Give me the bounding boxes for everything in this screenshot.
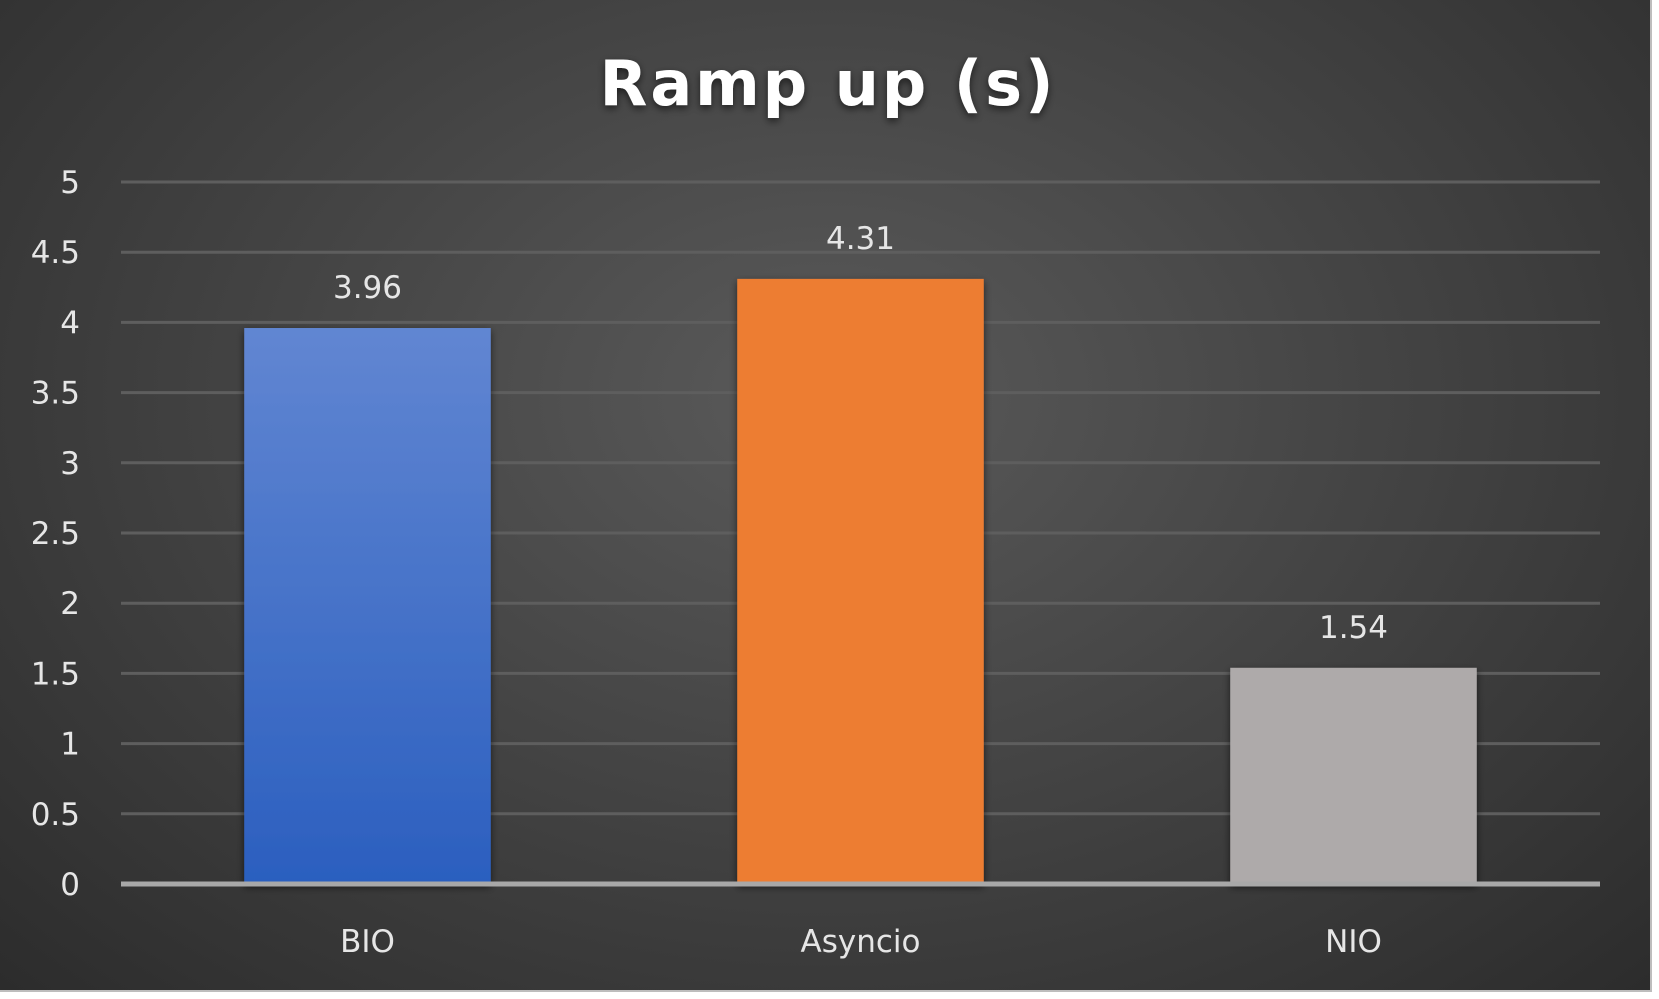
chart-title: Ramp up (s) bbox=[600, 47, 1057, 120]
x-category-label: Asyncio bbox=[801, 924, 921, 960]
y-tick-label: 2.5 bbox=[31, 516, 80, 552]
data-label: 3.96 bbox=[333, 270, 402, 306]
x-category-label: NIO bbox=[1325, 924, 1382, 960]
bar-asyncio bbox=[737, 278, 984, 885]
y-tick-label: 0 bbox=[60, 867, 80, 903]
data-label: 4.31 bbox=[826, 221, 895, 257]
y-tick-label: 3.5 bbox=[31, 376, 80, 412]
y-tick-label: 4 bbox=[60, 305, 80, 341]
bar-nio bbox=[1230, 667, 1477, 884]
y-tick-label: 2 bbox=[60, 586, 80, 622]
data-label: 1.54 bbox=[1319, 610, 1388, 646]
y-tick-label: 4.5 bbox=[31, 235, 80, 271]
y-tick-label: 1 bbox=[60, 727, 80, 763]
y-tick-label: 5 bbox=[60, 165, 80, 201]
x-category-label: BIO bbox=[340, 924, 395, 960]
bar-bio bbox=[244, 328, 491, 884]
y-tick-label: 1.5 bbox=[31, 656, 80, 692]
y-tick-label: 3 bbox=[60, 446, 80, 482]
y-tick-label: 0.5 bbox=[31, 797, 80, 833]
